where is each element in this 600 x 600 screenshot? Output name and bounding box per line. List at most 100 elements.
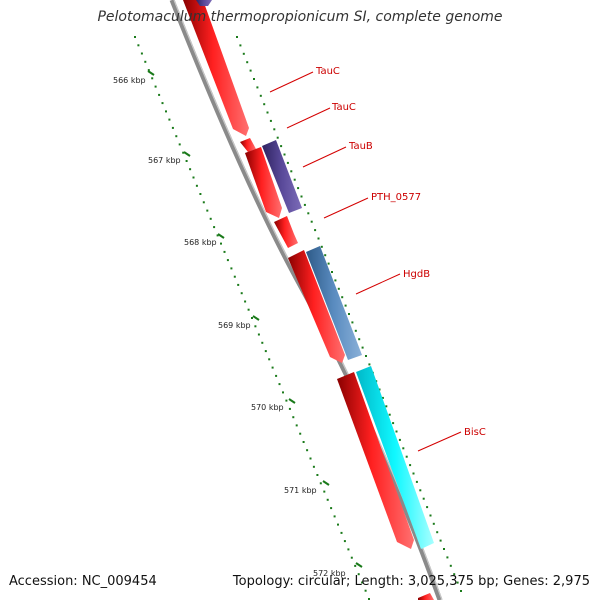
- inner-minor-tick: [347, 548, 350, 551]
- inner-minor-tick: [175, 135, 178, 138]
- kbp-label-566: 566 kbp: [113, 76, 146, 85]
- gene-arrow-red-small-1[interactable]: [245, 147, 282, 218]
- outer-minor-tick: [402, 447, 405, 450]
- genome-summary-text: Topology: circular; Length: 3,025,375 bp…: [232, 574, 590, 589]
- inner-minor-tick: [144, 60, 147, 63]
- outer-minor-tick: [392, 422, 395, 425]
- inner-minor-tick: [343, 540, 346, 543]
- kbp-label-571: 571 kbp: [284, 486, 317, 495]
- inner-minor-tick: [244, 300, 247, 303]
- outer-minor-tick: [426, 506, 429, 509]
- kbp-tick-571: [322, 480, 330, 486]
- outer-minor-tick: [337, 287, 340, 290]
- outer-minor-tick: [381, 396, 384, 399]
- inner-minor-tick: [333, 515, 336, 518]
- reverse-strand-genes: [196, 0, 434, 549]
- kbp-tick-568: [217, 233, 225, 239]
- gene-label-pth-0577[interactable]: PTH_0577: [371, 192, 421, 203]
- outer-minor-tick: [351, 321, 354, 324]
- kbp-tick-566: [147, 70, 155, 76]
- gene-arrow-top-purple[interactable]: [196, 0, 212, 6]
- outer-minor-tick: [432, 522, 435, 525]
- inner-minor-tick: [182, 151, 185, 154]
- gene-arrow-tauc-2[interactable]: [240, 138, 256, 152]
- inner-minor-tick: [195, 184, 198, 187]
- gene-label-lines: [269, 71, 462, 452]
- outer-minor-tick: [314, 229, 317, 232]
- kbp-labels: 566 kbp 567 kbp 568 kbp 569 kbp 570 kbp …: [113, 76, 346, 578]
- label-line-bisc: [417, 431, 462, 452]
- gene-arrow-hgdb[interactable]: [306, 246, 362, 360]
- inner-minor-tick: [247, 308, 250, 311]
- inner-minor-tick: [168, 118, 171, 121]
- gene-label-tauc-1[interactable]: TauC: [315, 66, 340, 77]
- inner-minor-tick: [361, 581, 364, 584]
- inner-minor-tick: [288, 407, 291, 410]
- inner-minor-tick: [202, 201, 205, 204]
- inner-minor-tick: [254, 325, 257, 328]
- outer-minor-tick: [388, 413, 391, 416]
- kbp-label-569: 569 kbp: [218, 321, 251, 330]
- inner-minor-tick: [223, 250, 226, 253]
- inner-minor-tick: [158, 93, 161, 96]
- outer-minor-tick: [365, 355, 367, 357]
- gene-arrow-tauc-1[interactable]: [183, 0, 249, 136]
- inner-minor-tick: [319, 482, 322, 485]
- inner-minor-tick: [178, 143, 181, 146]
- inner-minor-tick: [134, 36, 136, 38]
- inner-minor-tick: [216, 234, 219, 237]
- outer-minor-tick: [331, 271, 333, 273]
- gene-arrow-red-bottom[interactable]: [337, 372, 414, 549]
- gene-arrow-red-edge[interactable]: [418, 593, 434, 600]
- gene-labels: TauC TauC TauB PTH_0577 HgdB BisC: [315, 66, 486, 438]
- inner-minor-tick: [312, 465, 315, 468]
- outer-minor-tick: [439, 539, 442, 542]
- label-line-tauc-2: [286, 107, 331, 129]
- kbp-label-567: 567 kbp: [148, 156, 181, 165]
- kbp-label-570: 570 kbp: [251, 403, 284, 412]
- outer-minor-tick: [354, 329, 357, 332]
- outer-minor-tick: [368, 363, 371, 366]
- outer-minor-tick: [293, 178, 296, 181]
- gene-arrow-bisc[interactable]: [356, 366, 434, 549]
- outer-minor-tick: [429, 514, 432, 517]
- inner-minor-tick: [271, 366, 274, 369]
- inner-minor-tick: [237, 283, 240, 286]
- gene-label-tauc-2[interactable]: TauC: [331, 102, 356, 113]
- inner-minor-tick: [306, 449, 309, 452]
- outer-minor-tick: [409, 464, 412, 467]
- inner-minor-tick: [137, 44, 140, 47]
- inner-minor-tick: [323, 490, 326, 493]
- outer-minor-tick: [395, 430, 398, 433]
- outer-minor-tick: [276, 136, 279, 139]
- outer-minor-tick: [385, 405, 388, 408]
- outer-minor-tick: [378, 388, 381, 391]
- outer-minor-tick: [460, 590, 462, 592]
- inner-minor-tick: [350, 556, 353, 559]
- outer-minor-tick: [290, 170, 293, 173]
- inner-minor-tick: [340, 531, 343, 534]
- outer-minor-tick: [253, 78, 255, 80]
- outer-minor-tick: [446, 556, 449, 559]
- inner-minor-tick: [316, 474, 319, 476]
- gene-label-bisc[interactable]: BisC: [464, 427, 486, 438]
- outer-minor-tick: [297, 187, 300, 190]
- outer-minor-tick: [259, 94, 262, 97]
- outer-minor-tick: [348, 313, 350, 315]
- gene-label-hgdb[interactable]: HgdB: [403, 269, 430, 280]
- label-line-tauc-1: [269, 71, 314, 93]
- inner-minor-tick: [213, 226, 216, 229]
- outer-minor-tick: [443, 548, 445, 550]
- inner-minor-tick: [251, 317, 253, 319]
- outer-minor-tick: [358, 338, 361, 341]
- outer-minor-tick: [269, 119, 272, 122]
- inner-minor-tick: [302, 441, 305, 443]
- kbp-tick-572: [355, 562, 363, 568]
- gene-arrow-pth-0577[interactable]: [274, 216, 298, 248]
- inner-minor-tick: [285, 399, 288, 402]
- gene-label-taub[interactable]: TauB: [348, 141, 373, 152]
- outer-minor-tick: [320, 245, 323, 248]
- gene-arrow-red-large[interactable]: [288, 250, 345, 363]
- gene-arrow-taub[interactable]: [262, 140, 302, 213]
